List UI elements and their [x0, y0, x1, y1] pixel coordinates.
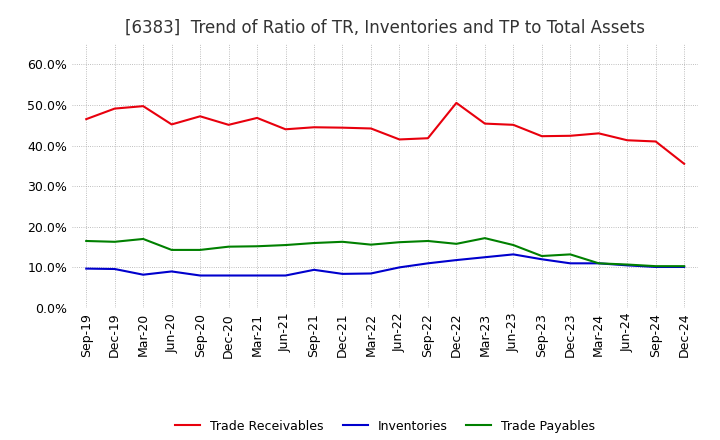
Trade Receivables	[282, 127, 290, 132]
Legend: Trade Receivables, Inventories, Trade Payables: Trade Receivables, Inventories, Trade Pa…	[170, 414, 600, 437]
Trade Payables	[253, 244, 261, 249]
Inventories	[566, 260, 575, 266]
Title: [6383]  Trend of Ratio of TR, Inventories and TP to Total Assets: [6383] Trend of Ratio of TR, Inventories…	[125, 19, 645, 37]
Trade Payables	[595, 260, 603, 266]
Inventories	[253, 273, 261, 278]
Inventories	[423, 260, 432, 266]
Inventories	[623, 263, 631, 268]
Trade Receivables	[139, 103, 148, 109]
Trade Payables	[139, 236, 148, 242]
Trade Receivables	[253, 115, 261, 121]
Trade Payables	[623, 262, 631, 267]
Trade Receivables	[537, 134, 546, 139]
Inventories	[537, 257, 546, 262]
Trade Payables	[452, 241, 461, 246]
Trade Payables	[423, 238, 432, 244]
Inventories	[225, 273, 233, 278]
Trade Payables	[282, 242, 290, 248]
Trade Receivables	[310, 125, 318, 130]
Inventories	[452, 257, 461, 263]
Trade Payables	[225, 244, 233, 249]
Inventories	[338, 271, 347, 276]
Trade Receivables	[395, 137, 404, 142]
Line: Inventories: Inventories	[86, 254, 684, 275]
Inventories	[366, 271, 375, 276]
Inventories	[509, 252, 518, 257]
Trade Payables	[509, 242, 518, 248]
Inventories	[680, 264, 688, 270]
Trade Payables	[395, 239, 404, 245]
Trade Receivables	[338, 125, 347, 130]
Trade Receivables	[110, 106, 119, 111]
Trade Payables	[338, 239, 347, 245]
Inventories	[167, 269, 176, 274]
Trade Receivables	[623, 138, 631, 143]
Trade Receivables	[652, 139, 660, 144]
Inventories	[82, 266, 91, 271]
Inventories	[480, 255, 489, 260]
Trade Receivables	[595, 131, 603, 136]
Trade Payables	[652, 264, 660, 269]
Trade Receivables	[680, 161, 688, 166]
Trade Payables	[566, 252, 575, 257]
Inventories	[595, 260, 603, 266]
Trade Receivables	[366, 126, 375, 131]
Trade Payables	[310, 240, 318, 246]
Trade Receivables	[167, 122, 176, 127]
Trade Payables	[167, 247, 176, 253]
Inventories	[139, 272, 148, 277]
Trade Payables	[537, 253, 546, 259]
Trade Receivables	[225, 122, 233, 128]
Trade Receivables	[480, 121, 489, 126]
Inventories	[282, 273, 290, 278]
Trade Receivables	[566, 133, 575, 139]
Trade Receivables	[452, 100, 461, 106]
Trade Payables	[196, 247, 204, 253]
Line: Trade Receivables: Trade Receivables	[86, 103, 684, 164]
Trade Receivables	[82, 117, 91, 122]
Trade Receivables	[196, 114, 204, 119]
Trade Payables	[480, 235, 489, 241]
Inventories	[196, 273, 204, 278]
Trade Payables	[680, 264, 688, 269]
Line: Trade Payables: Trade Payables	[86, 238, 684, 266]
Inventories	[395, 265, 404, 270]
Trade Payables	[110, 239, 119, 245]
Trade Receivables	[423, 136, 432, 141]
Trade Payables	[82, 238, 91, 244]
Trade Payables	[366, 242, 375, 247]
Inventories	[110, 266, 119, 271]
Inventories	[652, 264, 660, 270]
Trade Receivables	[509, 122, 518, 128]
Inventories	[310, 267, 318, 272]
